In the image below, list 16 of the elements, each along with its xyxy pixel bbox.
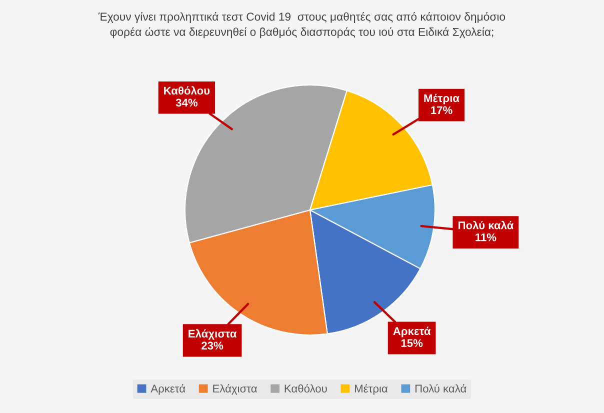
slice-label: Μέτρια [424,94,460,104]
slice-label: Πολύ καλά [458,220,514,230]
slice-label: Καθόλου [164,86,210,95]
legend-label: Αρκετά [150,384,186,395]
data-label: 34% [176,98,198,107]
data-label: 11% [476,233,496,242]
legend-label: Καθόλου [284,384,327,393]
data-label: 15% [401,339,423,348]
data-label: 17% [431,106,452,114]
legend-label: Πολύ καλά [415,384,466,393]
chart-title: Έχουν γίνει προληπτικά τεστ Covid 19 στους μαθητές σας από κάποιον δημόσιο φορέα ώστε να διερευνηθεί ο βαθμός διασποράς του ιού στα Ειδικά Σχολεία; [98,12,506,38]
slice-label: Ελάχιστα [188,329,237,340]
data-label: 23% [202,342,224,350]
slice-label: Αρκετά [393,326,431,338]
legend-label: Ελάχιστα [213,384,257,395]
legend-label: Μέτρια [355,384,388,395]
